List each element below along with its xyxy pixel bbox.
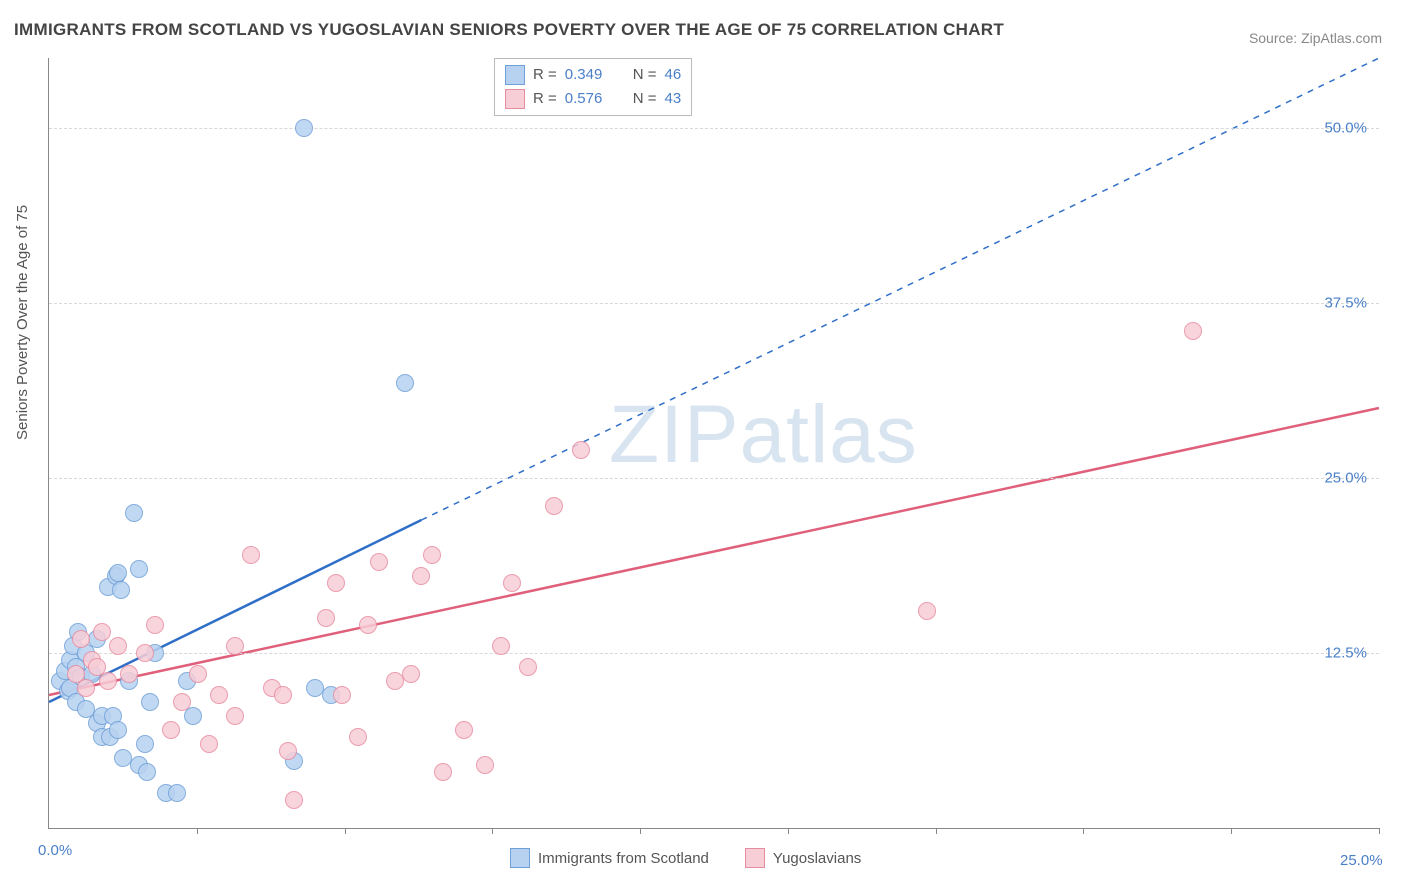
- data-point-yugoslavians: [77, 679, 95, 697]
- data-point-yugoslavians: [918, 602, 936, 620]
- regression-lines-layer: [49, 58, 1379, 828]
- data-point-yugoslavians: [434, 763, 452, 781]
- x-tick-mark: [640, 828, 641, 834]
- data-point-yugoslavians: [455, 721, 473, 739]
- legend-n-value: 46: [665, 63, 682, 87]
- y-tick-label: 25.0%: [1324, 470, 1367, 487]
- data-point-yugoslavians: [572, 441, 590, 459]
- data-point-yugoslavians: [120, 665, 138, 683]
- data-point-scotland: [125, 504, 143, 522]
- data-point-yugoslavians: [285, 791, 303, 809]
- data-point-yugoslavians: [476, 756, 494, 774]
- source-attribution: Source: ZipAtlas.com: [1249, 30, 1382, 46]
- data-point-scotland: [136, 735, 154, 753]
- data-point-yugoslavians: [279, 742, 297, 760]
- correlation-legend: R = 0.349 N = 46 R = 0.576 N = 43: [494, 58, 692, 116]
- watermark-text: ZIPatlas: [609, 388, 918, 482]
- data-point-yugoslavians: [173, 693, 191, 711]
- x-tick-mark: [197, 828, 198, 834]
- data-point-yugoslavians: [242, 546, 260, 564]
- gridline-horizontal: [49, 478, 1379, 479]
- legend-swatch-scotland: [505, 65, 525, 85]
- data-point-scotland: [168, 784, 186, 802]
- data-point-yugoslavians: [72, 630, 90, 648]
- data-point-yugoslavians: [333, 686, 351, 704]
- data-point-yugoslavians: [317, 609, 335, 627]
- x-tick-mark: [492, 828, 493, 834]
- data-point-yugoslavians: [402, 665, 420, 683]
- data-point-yugoslavians: [423, 546, 441, 564]
- data-point-yugoslavians: [136, 644, 154, 662]
- data-point-yugoslavians: [99, 672, 117, 690]
- gridline-horizontal: [49, 653, 1379, 654]
- x-tick-mark: [1083, 828, 1084, 834]
- legend-n-label: N =: [633, 87, 657, 111]
- correlation-legend-row-yugoslavians: R = 0.576 N = 43: [505, 87, 681, 111]
- series-legend-label: Immigrants from Scotland: [538, 850, 709, 867]
- data-point-yugoslavians: [349, 728, 367, 746]
- data-point-yugoslavians: [359, 616, 377, 634]
- legend-r-value: 0.349: [565, 63, 625, 87]
- data-point-yugoslavians: [162, 721, 180, 739]
- y-tick-label: 50.0%: [1324, 120, 1367, 137]
- data-point-scotland: [396, 374, 414, 392]
- legend-r-value: 0.576: [565, 87, 625, 111]
- data-point-scotland: [130, 560, 148, 578]
- legend-n-label: N =: [633, 63, 657, 87]
- data-point-yugoslavians: [210, 686, 228, 704]
- data-point-scotland: [112, 581, 130, 599]
- correlation-legend-row-scotland: R = 0.349 N = 46: [505, 63, 681, 87]
- data-point-yugoslavians: [1184, 322, 1202, 340]
- data-point-yugoslavians: [226, 637, 244, 655]
- gridline-horizontal: [49, 303, 1379, 304]
- data-point-yugoslavians: [327, 574, 345, 592]
- y-tick-label: 12.5%: [1324, 645, 1367, 662]
- data-point-yugoslavians: [545, 497, 563, 515]
- data-point-scotland: [295, 119, 313, 137]
- data-point-yugoslavians: [492, 637, 510, 655]
- data-point-yugoslavians: [370, 553, 388, 571]
- data-point-yugoslavians: [519, 658, 537, 676]
- data-point-yugoslavians: [412, 567, 430, 585]
- legend-swatch-yugoslavians: [505, 89, 525, 109]
- series-legend-item-yugoslavians: Yugoslavians: [745, 848, 861, 868]
- series-legend-item-scotland: Immigrants from Scotland: [510, 848, 709, 868]
- data-point-scotland: [109, 721, 127, 739]
- data-point-yugoslavians: [226, 707, 244, 725]
- x-axis-origin-label: 0.0%: [38, 842, 72, 859]
- legend-r-label: R =: [533, 63, 557, 87]
- legend-swatch-yugoslavians: [745, 848, 765, 868]
- series-legend: Immigrants from Scotland Yugoslavians: [510, 848, 861, 868]
- x-axis-end-label: 25.0%: [1340, 852, 1383, 869]
- legend-r-label: R =: [533, 87, 557, 111]
- data-point-yugoslavians: [93, 623, 111, 641]
- data-point-yugoslavians: [189, 665, 207, 683]
- x-tick-mark: [788, 828, 789, 834]
- x-tick-mark: [1231, 828, 1232, 834]
- y-tick-label: 37.5%: [1324, 295, 1367, 312]
- data-point-scotland: [109, 564, 127, 582]
- legend-n-value: 43: [665, 87, 682, 111]
- data-point-scotland: [138, 763, 156, 781]
- series-legend-label: Yugoslavians: [773, 850, 861, 867]
- data-point-yugoslavians: [274, 686, 292, 704]
- data-point-scotland: [141, 693, 159, 711]
- data-point-yugoslavians: [109, 637, 127, 655]
- data-point-yugoslavians: [200, 735, 218, 753]
- y-axis-label: Seniors Poverty Over the Age of 75: [14, 205, 31, 440]
- chart-title: IMMIGRANTS FROM SCOTLAND VS YUGOSLAVIAN …: [14, 20, 1004, 40]
- x-tick-mark: [936, 828, 937, 834]
- x-tick-mark: [345, 828, 346, 834]
- x-tick-mark: [1379, 828, 1380, 834]
- legend-swatch-scotland: [510, 848, 530, 868]
- data-point-yugoslavians: [146, 616, 164, 634]
- chart-plot-area: ZIPatlas R = 0.349 N = 46 R = 0.576 N = 43 12.5…: [48, 58, 1379, 829]
- data-point-yugoslavians: [503, 574, 521, 592]
- gridline-horizontal: [49, 128, 1379, 129]
